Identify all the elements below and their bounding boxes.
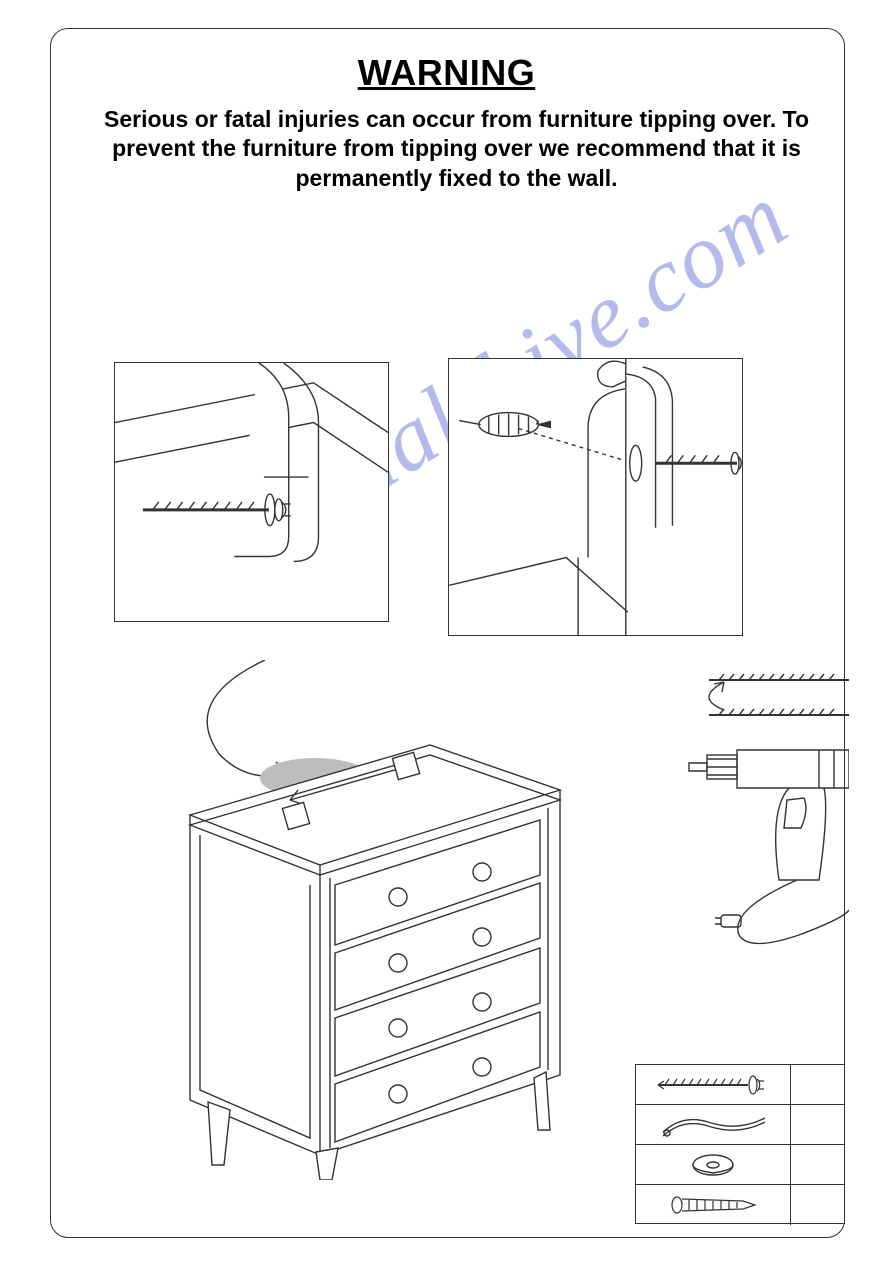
drawer-2 <box>335 883 540 1010</box>
callout-bracket-furniture <box>114 362 389 622</box>
callout-bracket-wall <box>448 358 743 636</box>
table-row <box>636 1105 844 1145</box>
drill-diagram <box>669 660 849 950</box>
bracket-furniture-svg <box>115 363 388 621</box>
washer-icon <box>636 1145 791 1184</box>
dresser-diagram <box>120 660 620 1180</box>
drawer-4 <box>335 1012 540 1142</box>
screw-icon <box>636 1065 791 1104</box>
warning-title: WARNING <box>0 52 893 94</box>
drill-svg <box>669 660 849 950</box>
table-row <box>636 1185 844 1225</box>
wall-anchor-icon <box>636 1185 791 1225</box>
table-row <box>636 1145 844 1185</box>
table-row <box>636 1065 844 1105</box>
drawer-3 <box>335 948 540 1076</box>
warning-body: Serious or fatal injuries can occur from… <box>80 105 833 193</box>
dresser-svg <box>120 660 620 1180</box>
bracket-wall-svg <box>449 359 742 635</box>
bracket-strap-icon <box>636 1105 791 1144</box>
hardware-table <box>635 1064 845 1224</box>
